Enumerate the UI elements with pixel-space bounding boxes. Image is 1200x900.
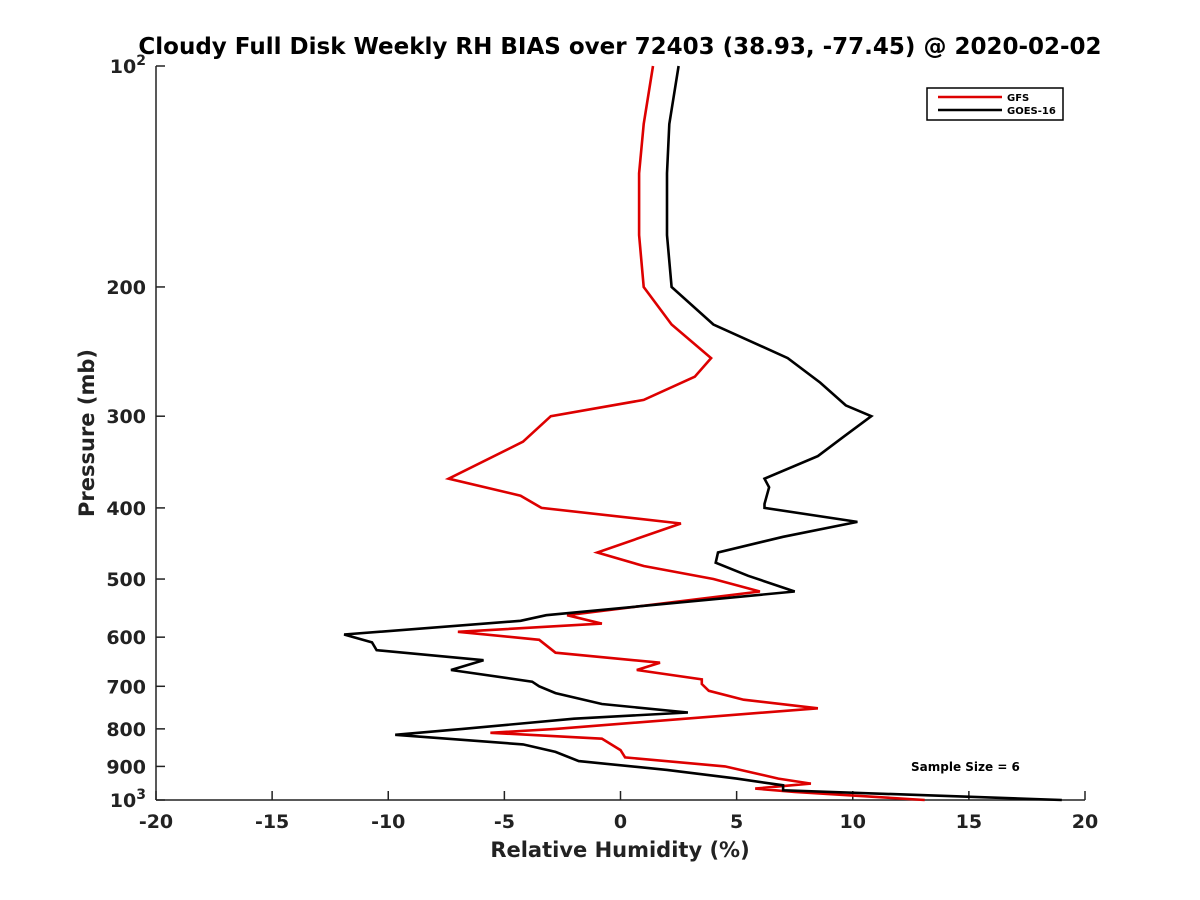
x-tick-label-5: 5 <box>730 811 743 833</box>
legend: GFS GOES-16 <box>926 87 1064 121</box>
y-tick-label-9: 103 <box>110 787 146 812</box>
y-axis-label: Pressure (mb) <box>75 349 99 517</box>
x-tick-label-7: 15 <box>956 811 982 833</box>
series-line-goes-16 <box>343 65 1062 802</box>
y-tick-label-0: 102 <box>110 53 146 78</box>
x-tick-label-4: 0 <box>614 811 627 833</box>
sample-size-annotation: Sample Size = 6 <box>911 760 1020 774</box>
y-tick-label-2: 300 <box>106 406 146 428</box>
x-tick-label-1: -15 <box>255 811 289 833</box>
y-tick-label-4: 500 <box>106 569 146 591</box>
x-tick-label-8: 20 <box>1072 811 1098 833</box>
x-tick-label-2: -10 <box>371 811 405 833</box>
x-tick-label-3: -5 <box>494 811 515 833</box>
legend-box <box>926 87 1064 121</box>
x-axis-label: Relative Humidity (%) <box>490 838 749 862</box>
y-tick-label-5: 600 <box>106 627 146 649</box>
y-tick-label-3: 400 <box>106 498 146 520</box>
series-line-gfs <box>444 65 925 802</box>
legend-label-gfs: GFS <box>1007 93 1029 104</box>
x-tick-label-0: -20 <box>139 811 173 833</box>
y-tick-label-8: 900 <box>106 756 146 778</box>
y-tick-label-7: 800 <box>106 719 146 741</box>
legend-label-goes16: GOES-16 <box>1007 106 1056 117</box>
chart-title: Cloudy Full Disk Weekly RH BIAS over 724… <box>138 34 1101 60</box>
y-tick-label-1: 200 <box>106 277 146 299</box>
y-tick-label-6: 700 <box>106 676 146 698</box>
x-tick-label-6: 10 <box>840 811 866 833</box>
plot-area: -20 -15 -10 -5 0 5 10 15 20 102 200 300 400 500 600 700… <box>106 53 1098 833</box>
